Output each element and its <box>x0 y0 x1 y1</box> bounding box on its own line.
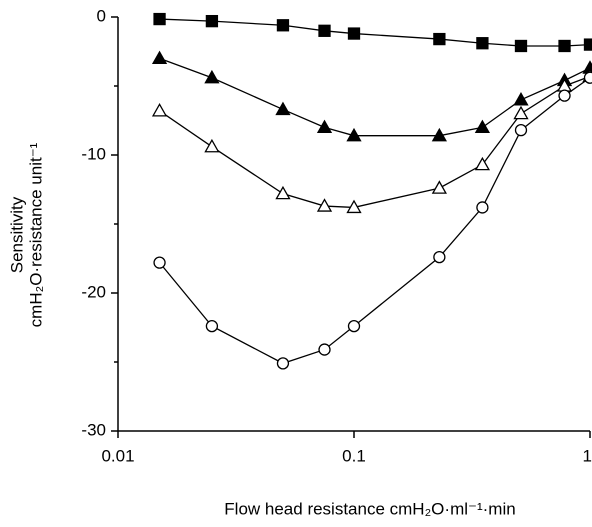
marker <box>205 319 219 333</box>
marker <box>275 101 291 116</box>
marker <box>151 50 168 65</box>
marker <box>316 198 333 212</box>
marker <box>346 127 362 142</box>
marker <box>513 105 529 120</box>
marker <box>474 119 491 134</box>
x-axis-label: Flow head resistance cmH₂O·ml⁻¹·min <box>224 499 515 518</box>
marker <box>151 103 168 117</box>
series-line <box>159 57 591 137</box>
series-line <box>159 18 591 47</box>
x-tick-label: 0.01 <box>101 446 134 465</box>
marker <box>433 32 446 46</box>
y-tick-label: -20 <box>81 282 106 301</box>
marker <box>318 343 331 356</box>
y-tick-label: -30 <box>81 420 106 439</box>
series-line <box>159 75 591 209</box>
marker <box>205 14 219 28</box>
marker <box>153 256 166 269</box>
marker <box>347 319 361 333</box>
marker <box>276 357 290 370</box>
marker <box>476 37 489 50</box>
marker <box>275 185 291 200</box>
marker <box>476 201 489 214</box>
x-tick-label: 1 <box>583 446 592 465</box>
y-tick-label: -10 <box>81 144 106 163</box>
y-axis-label: Sensitivity <box>7 196 26 273</box>
marker <box>558 89 571 102</box>
y-axis-label: cmH₂O·resistance unit⁻¹ <box>26 142 45 327</box>
marker <box>583 38 592 51</box>
x-tick-label: 0.1 <box>342 446 366 465</box>
marker <box>514 124 528 137</box>
marker <box>583 71 592 84</box>
marker <box>514 39 528 53</box>
marker <box>431 180 447 194</box>
marker <box>347 27 361 40</box>
marker <box>433 250 446 264</box>
marker <box>513 91 529 106</box>
marker <box>431 127 447 142</box>
marker <box>346 199 362 214</box>
series-line <box>159 77 591 365</box>
marker <box>204 138 220 153</box>
marker <box>474 156 491 171</box>
marker <box>318 24 331 37</box>
marker <box>204 69 220 84</box>
y-tick-label: 0 <box>97 6 106 25</box>
marker <box>153 12 166 26</box>
marker <box>316 119 333 134</box>
marker <box>558 39 571 53</box>
marker <box>276 19 290 32</box>
